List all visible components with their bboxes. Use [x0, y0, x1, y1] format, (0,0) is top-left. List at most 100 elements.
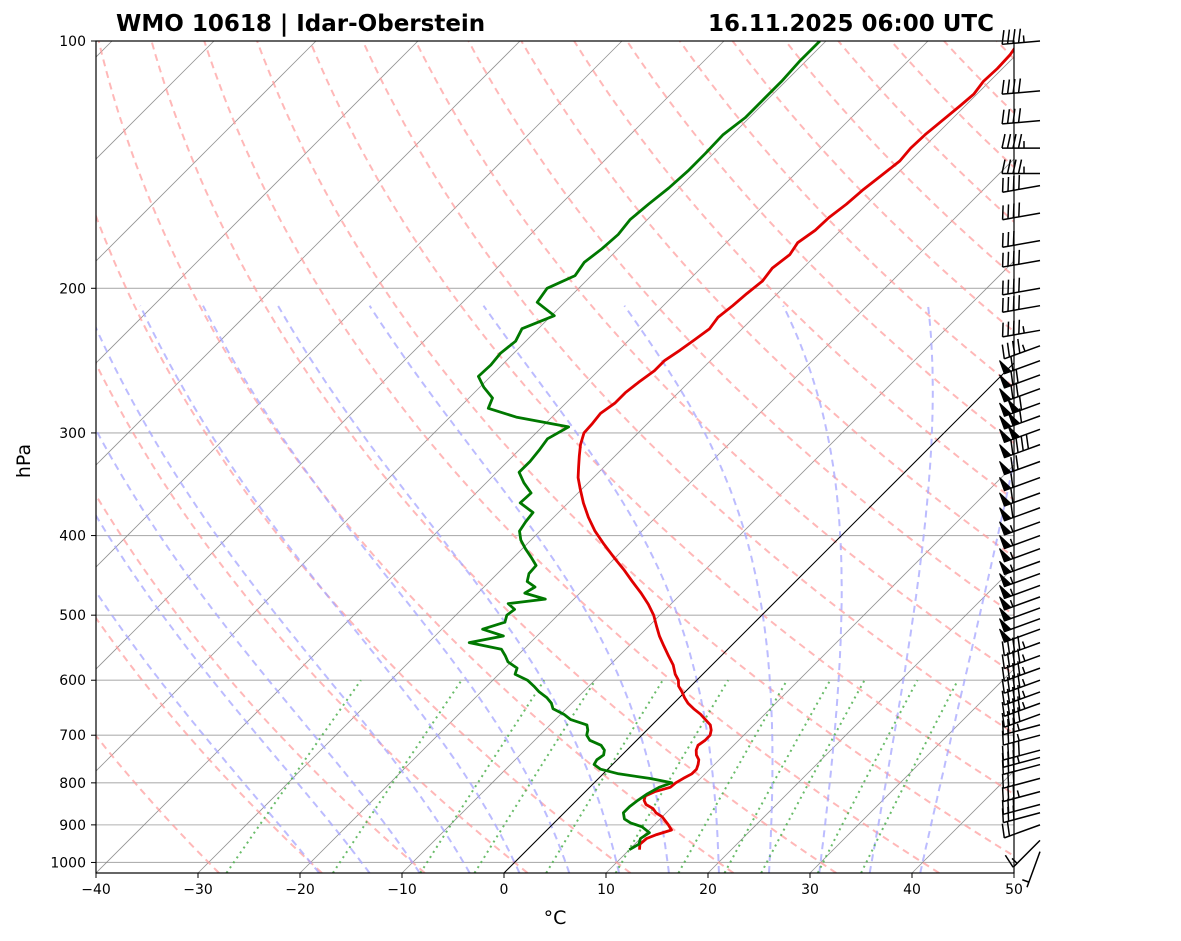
- isotherm-line: [401, 260, 1014, 873]
- mixing-ratio-line: [419, 679, 546, 873]
- x-tick-label: 30: [801, 882, 819, 898]
- moist-adiabat: [202, 305, 571, 873]
- isotherm-line: [197, 56, 1014, 873]
- isotherm-line: [0, 41, 10, 873]
- y-tick-label: 700: [59, 728, 86, 744]
- x-axis-ticks: −40 −30 −20 −10 0 10 20 30 40 50: [81, 873, 1023, 898]
- dry-adiabat: [678, 41, 1014, 389]
- moist-adiabat: [277, 305, 621, 873]
- wind-barb: [1001, 295, 1041, 314]
- plot-frame: [95, 40, 1015, 874]
- moist-adiabat: [919, 455, 1014, 873]
- wind-barb: [999, 596, 1041, 611]
- dry-adiabat: [996, 41, 1014, 61]
- wind-barb: [999, 368, 1041, 389]
- dry-adiabat: [784, 41, 1014, 278]
- temperature-profile: [576, 46, 1014, 850]
- x-tick-label: 0: [500, 882, 509, 898]
- plot-background: [96, 41, 1014, 873]
- wind-barb: [1001, 78, 1041, 95]
- wind-barb: [1001, 771, 1041, 789]
- moist-adiabat: [96, 325, 471, 873]
- x-axis-label: °C: [544, 907, 567, 929]
- wind-barb: [1001, 673, 1041, 694]
- dry-adiabat: [731, 41, 1014, 333]
- wind-barb: [1001, 230, 1041, 248]
- moist-adiabat: [96, 590, 320, 873]
- y-tick-label: 100: [59, 34, 86, 50]
- y-tick-label: 500: [59, 608, 86, 624]
- wind-barb: [1001, 741, 1041, 761]
- wind-barb: [999, 628, 1041, 643]
- dry-adiabat: [97, 41, 734, 873]
- dry-adiabat: [467, 41, 1014, 617]
- wind-barb: [1001, 249, 1041, 268]
- isotherm-line: [605, 464, 1014, 873]
- wind-barb: [999, 547, 1041, 563]
- dry-adiabat: [256, 41, 1014, 858]
- mixing-ratio-line: [473, 679, 597, 873]
- axes-frame: [95, 40, 1015, 874]
- wind-barb: [999, 503, 1041, 522]
- wind-barb: [1001, 159, 1040, 175]
- wind-barb: [999, 382, 1041, 403]
- wind-barb: [1001, 684, 1041, 706]
- x-tick-label: −30: [183, 882, 213, 898]
- dry-adiabat: [96, 616, 323, 873]
- isotherm-line: [707, 566, 1014, 873]
- dry-adiabat: [626, 41, 1014, 445]
- dry-adiabat: [96, 213, 632, 873]
- wind-barb: [1001, 28, 1041, 46]
- isotherm-line: [809, 668, 1014, 873]
- mixing-ratio-line: [677, 679, 788, 873]
- x-tick-label: 10: [597, 882, 615, 898]
- dry-adiabat: [96, 361, 529, 873]
- dry-adiabat: [150, 41, 837, 873]
- wind-barb: [999, 534, 1041, 550]
- y-tick-label: 200: [59, 281, 86, 297]
- wind-barb: [999, 572, 1041, 588]
- mixing-ratio-line: [225, 679, 362, 873]
- dry-adiabat: [573, 41, 1014, 501]
- dry-adiabat: [837, 41, 1014, 224]
- chart-title-right: 16.11.2025 06:00 UTC: [708, 11, 994, 37]
- x-tick-label: 20: [699, 882, 717, 898]
- x-tick-label: −20: [285, 882, 315, 898]
- y-tick-label: 600: [59, 673, 86, 689]
- wind-barb: [999, 356, 1041, 375]
- moist-adiabat: [368, 305, 670, 873]
- wind-barb: [999, 560, 1041, 576]
- isotherm-line: [96, 41, 725, 670]
- wind-barb: [1001, 784, 1041, 803]
- moist-adiabat: [96, 513, 371, 873]
- wind-barb: [1001, 133, 1040, 149]
- mixing-ratio-line: [332, 679, 463, 873]
- isotherm-line: [96, 41, 317, 262]
- mixing-ratio-line: [545, 679, 664, 873]
- wind-barb: [1001, 338, 1041, 360]
- wind-barb: [1001, 202, 1041, 221]
- wind-barb: [1001, 108, 1041, 125]
- moist-adiabat: [782, 305, 843, 873]
- wind-barb: [1022, 851, 1041, 888]
- wind-barb: [999, 488, 1041, 507]
- y-tick-label: 300: [59, 426, 86, 442]
- y-tick-label: 400: [59, 529, 86, 545]
- wind-barb: [999, 434, 1041, 459]
- wind-barb: [1001, 175, 1041, 193]
- isobar-gridlines: [96, 41, 1014, 864]
- wind-barb: [999, 607, 1041, 622]
- wind-barb: [999, 584, 1041, 600]
- chart-title-left: WMO 10618 | Idar-Oberstein: [116, 11, 485, 37]
- wind-barb: [1001, 717, 1041, 736]
- dry-adiabat: [520, 41, 1014, 559]
- isotherm-line: [96, 41, 827, 772]
- wind-barb: [1001, 821, 1041, 839]
- zero-isotherm: [503, 362, 1014, 873]
- wind-barb: [1001, 696, 1041, 717]
- sounding-profiles: [467, 41, 1014, 851]
- wind-barb: [1001, 635, 1041, 657]
- dewpoint-profile: [467, 41, 821, 851]
- wind-barb: [999, 395, 1041, 417]
